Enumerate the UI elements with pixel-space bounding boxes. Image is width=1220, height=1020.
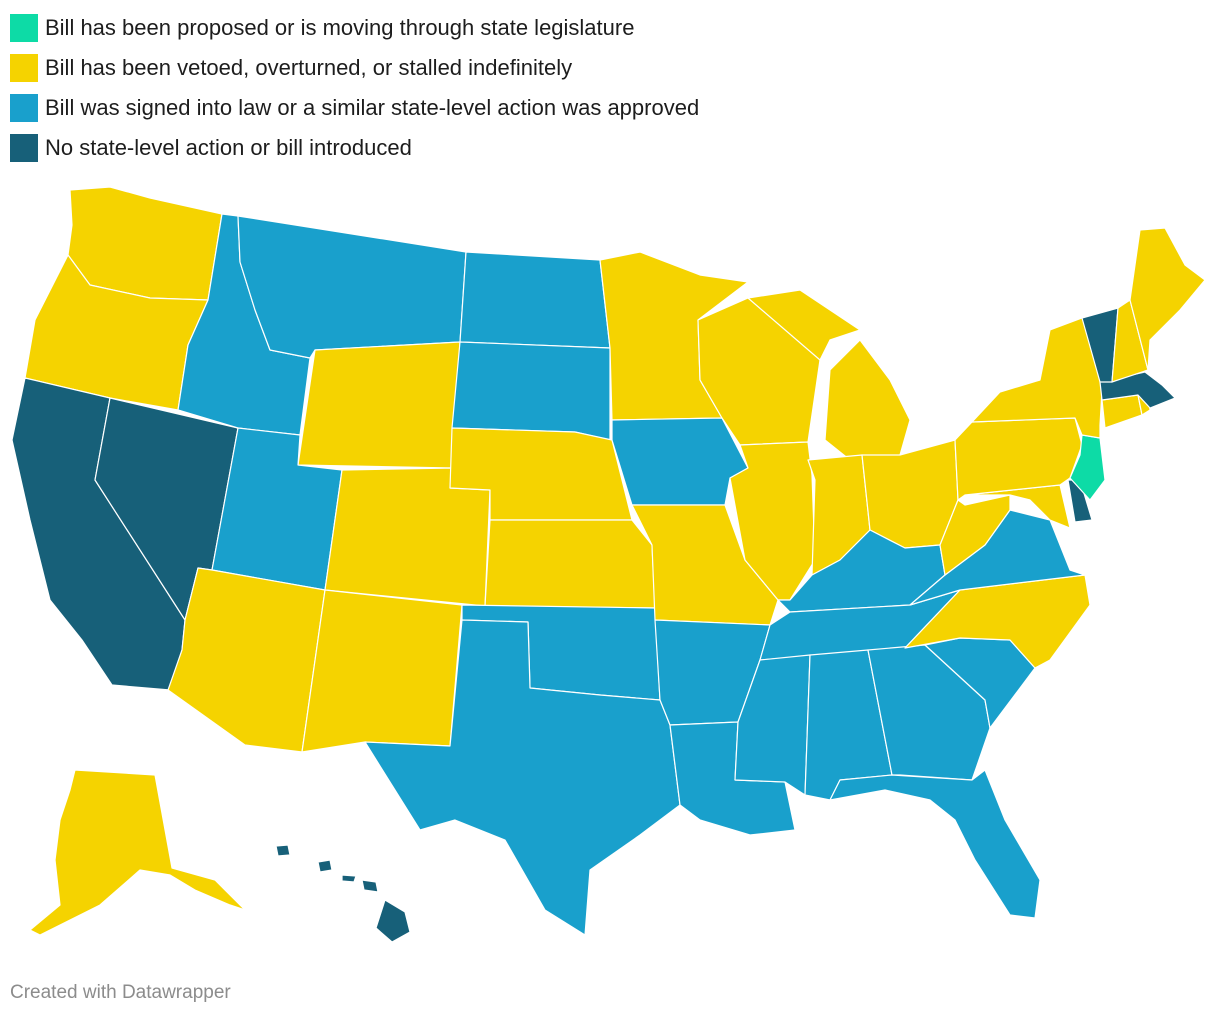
state-south-dakota[interactable] bbox=[451, 341, 611, 441]
state-arizona[interactable] bbox=[167, 567, 326, 753]
legend-item-none: No state-level action or bill introduced bbox=[10, 128, 699, 168]
state-michigan[interactable] bbox=[747, 289, 911, 461]
legend-swatch-none bbox=[10, 134, 38, 162]
legend-swatch-vetoed bbox=[10, 54, 38, 82]
datawrapper-credit: Created with Datawrapper bbox=[10, 982, 231, 1003]
state-ohio[interactable] bbox=[861, 439, 959, 549]
state-pennsylvania[interactable] bbox=[954, 417, 1083, 501]
legend-label-proposed: Bill has been proposed or is moving thro… bbox=[45, 15, 635, 40]
legend-swatch-signed bbox=[10, 94, 38, 122]
hawaii-kauai bbox=[275, 844, 291, 857]
state-new-mexico[interactable] bbox=[301, 589, 463, 753]
legend-swatch-proposed bbox=[10, 14, 38, 42]
state-massachusetts[interactable] bbox=[1099, 371, 1176, 409]
state-maine[interactable] bbox=[1129, 227, 1206, 371]
us-states-map bbox=[11, 186, 1206, 943]
state-hawaii[interactable] bbox=[275, 844, 411, 943]
legend-item-vetoed: Bill has been vetoed, overturned, or sta… bbox=[10, 48, 699, 88]
state-iowa[interactable] bbox=[611, 417, 749, 506]
state-missouri[interactable] bbox=[631, 504, 779, 626]
state-alaska[interactable] bbox=[29, 769, 246, 936]
state-new-york[interactable] bbox=[971, 317, 1103, 439]
legend-label-vetoed: Bill has been vetoed, overturned, or sta… bbox=[45, 55, 573, 80]
hawaii-maui bbox=[361, 879, 379, 893]
state-north-dakota[interactable] bbox=[459, 251, 611, 349]
legend-item-signed: Bill was signed into law or a similar st… bbox=[10, 88, 699, 128]
state-kansas[interactable] bbox=[484, 519, 656, 609]
legend-item-proposed: Bill has been proposed or is moving thro… bbox=[10, 8, 699, 48]
legend-label-none: No state-level action or bill introduced bbox=[45, 135, 412, 160]
state-florida[interactable] bbox=[829, 769, 1041, 919]
state-connecticut[interactable] bbox=[1101, 394, 1143, 429]
state-washington[interactable] bbox=[67, 186, 223, 301]
state-texas[interactable] bbox=[364, 619, 681, 936]
state-montana[interactable] bbox=[237, 215, 467, 359]
hawaii-molokai bbox=[341, 874, 357, 883]
legend: Bill has been proposed or is moving thro… bbox=[10, 8, 699, 168]
hawaii-oahu bbox=[317, 859, 333, 873]
legend-label-signed: Bill was signed into law or a similar st… bbox=[45, 95, 700, 120]
hawaii-big-island bbox=[375, 899, 411, 943]
state-west-virginia[interactable] bbox=[939, 494, 1011, 576]
state-wyoming[interactable] bbox=[297, 341, 461, 469]
